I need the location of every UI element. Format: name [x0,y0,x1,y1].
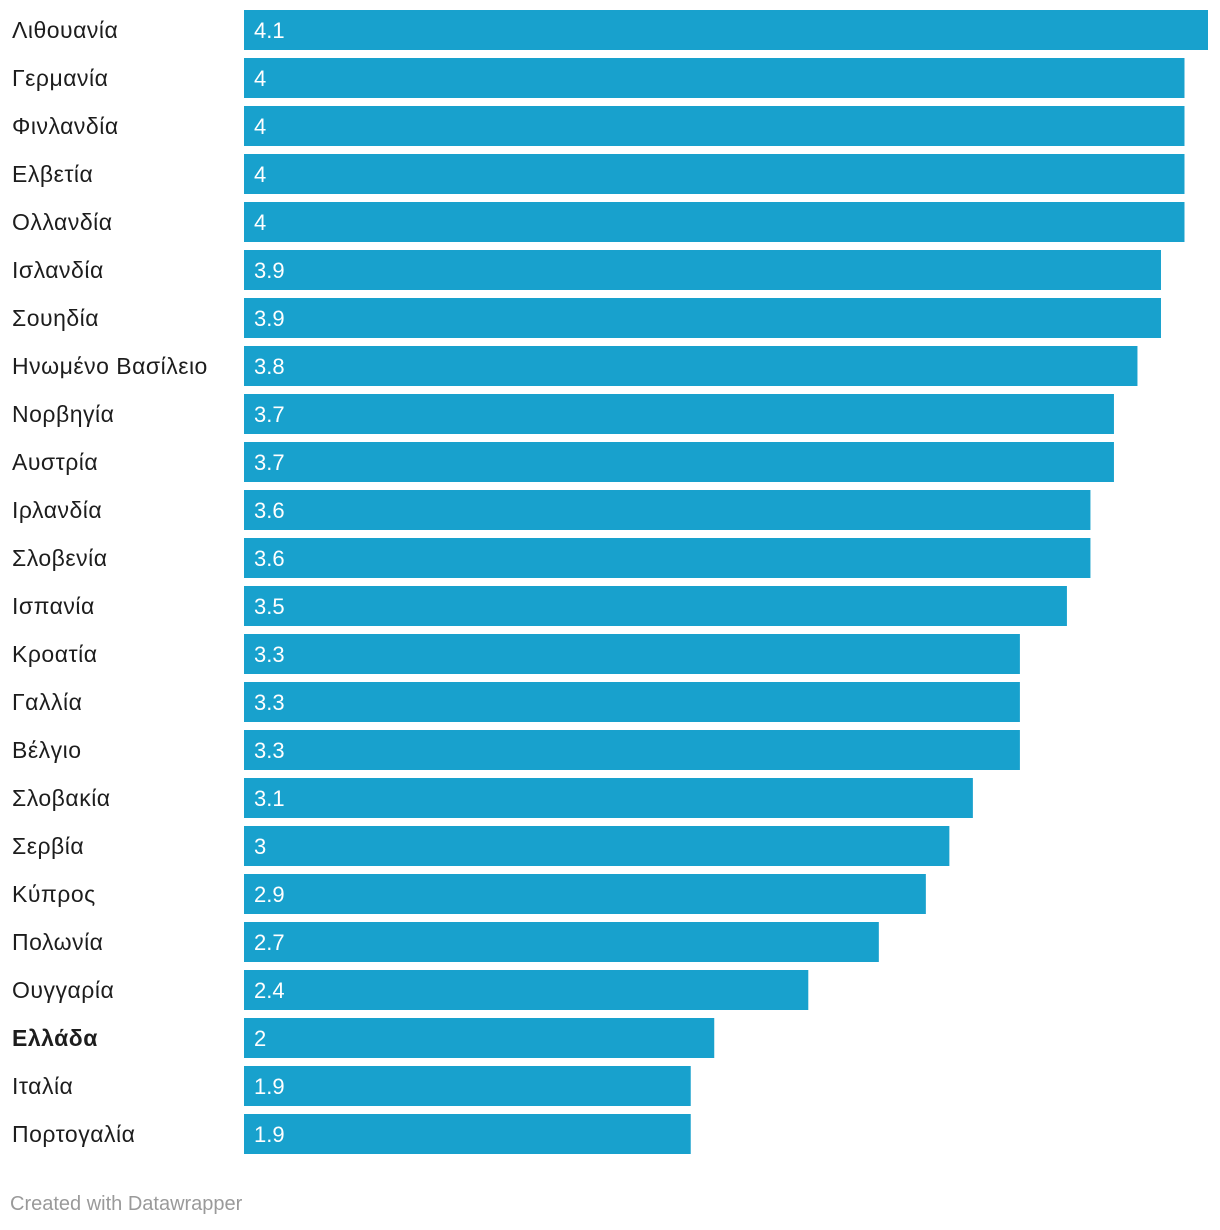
value-label: 4 [254,162,266,187]
category-label: Κύπρος [12,881,96,907]
category-label: Λιθουανία [12,17,118,43]
bar [244,778,973,818]
category-label: Ελβετία [12,161,93,187]
value-label: 3.6 [254,546,285,571]
bar [244,490,1091,530]
bar [244,106,1185,146]
value-label: 3.3 [254,642,285,667]
bar [244,874,926,914]
value-label: 2.7 [254,930,285,955]
category-label: Σουηδία [12,305,99,331]
value-label: 2.9 [254,882,285,907]
category-label: Αυστρία [12,449,98,475]
category-label: Νορβηγία [12,401,114,427]
bar [244,346,1138,386]
value-label: 3.7 [254,450,285,475]
value-label: 3.8 [254,354,285,379]
category-label: Ελλάδα [12,1025,98,1051]
bar [244,634,1020,674]
value-label: 3.1 [254,786,285,811]
bar [244,394,1114,434]
value-label: 4.1 [254,18,285,43]
category-label: Ολλανδία [12,209,113,235]
bar [244,1114,691,1154]
value-label: 3.7 [254,402,285,427]
value-label: 1.9 [254,1122,285,1147]
category-label: Πολωνία [12,929,103,955]
bar [244,538,1091,578]
value-label: 3.3 [254,738,285,763]
category-label: Ισλανδία [12,257,104,283]
value-label: 3.6 [254,498,285,523]
category-label: Βέλγιο [12,737,82,763]
bar [244,682,1020,722]
category-label: Φινλανδία [12,113,119,139]
bar [244,826,950,866]
value-label: 3.9 [254,306,285,331]
bar [244,586,1067,626]
category-label: Σλοβενία [12,545,108,571]
bar [244,154,1185,194]
bar [244,1018,715,1058]
bar [244,970,809,1010]
value-label: 4 [254,210,266,235]
value-label: 3.3 [254,690,285,715]
category-label: Σλοβακία [12,785,111,811]
value-label: 3 [254,834,266,859]
category-label: Ιταλία [12,1073,73,1099]
category-label: Γερμανία [12,65,108,91]
value-label: 1.9 [254,1074,285,1099]
category-label: Κροατία [12,641,98,667]
value-label: 4 [254,66,266,91]
bar [244,730,1020,770]
bar [244,922,879,962]
value-label: 2.4 [254,978,285,1003]
value-label: 4 [254,114,266,139]
bar [244,202,1185,242]
category-label: Ηνωμένο Βασίλειο [12,353,208,379]
category-label: Ουγγαρία [12,977,114,1003]
bar-chart: Λιθουανία 4.1 Γερμανία 4 Φινλανδία 4 Ελβετία 4 Ο… [12,10,1208,1154]
bar [244,10,1208,50]
category-label: Γαλλία [12,689,82,715]
value-label: 3.9 [254,258,285,283]
category-label: Ιρλανδία [12,497,102,523]
bar [244,1066,691,1106]
bar [244,442,1114,482]
bar [244,298,1161,338]
category-label: Ισπανία [12,593,95,619]
category-label: Σερβία [12,833,84,859]
category-label: Πορτογαλία [12,1121,135,1147]
value-label: 3.5 [254,594,285,619]
value-label: 2 [254,1026,266,1051]
bar [244,250,1161,290]
bar [244,58,1185,98]
datawrapper-credit: Created with Datawrapper [10,1193,243,1215]
